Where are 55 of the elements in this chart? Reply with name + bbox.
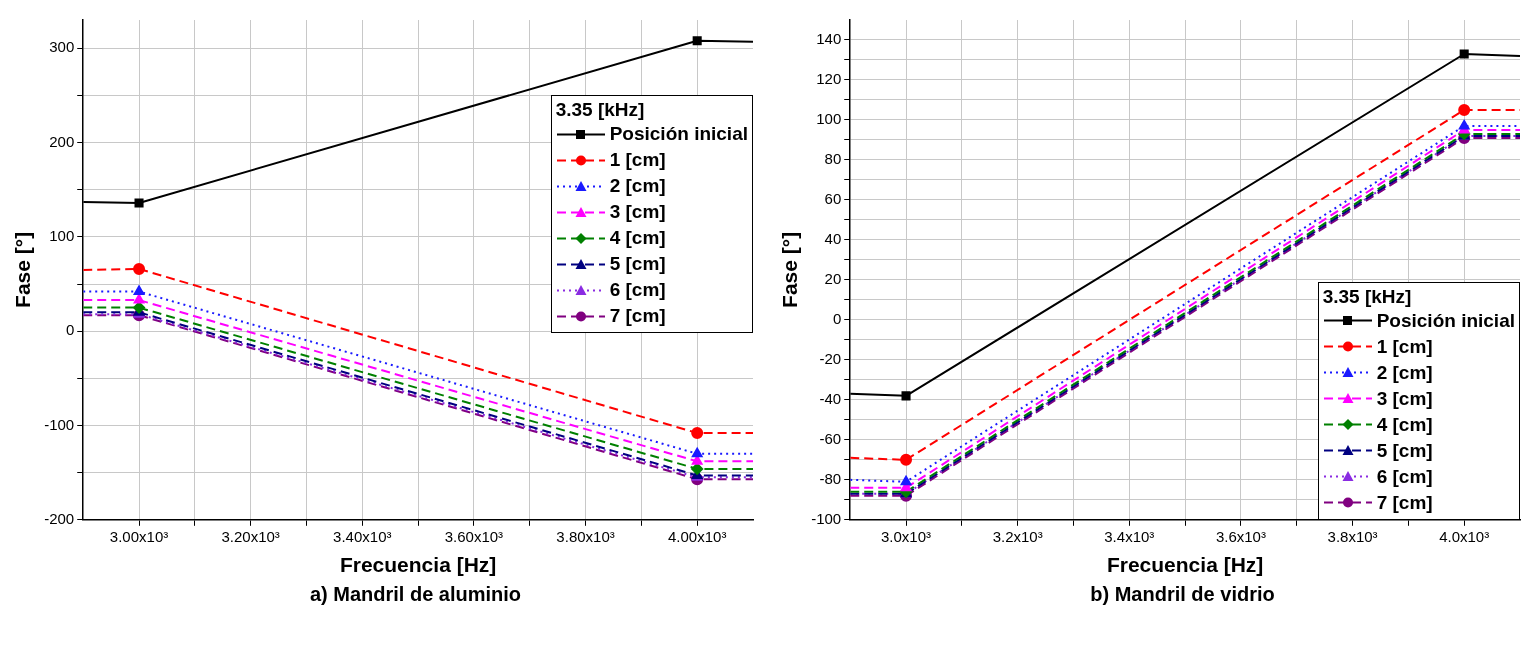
legend-label: 7 [cm] [1376, 490, 1433, 515]
y-tick-label: -60 [819, 429, 842, 447]
x-tick-label: 3.80x10³ [556, 527, 615, 545]
y-tick-label: 40 [824, 230, 842, 248]
y-tick-label: -100 [811, 509, 842, 527]
x-tick-label: 3.00x10³ [109, 527, 169, 545]
legend-label: 2 [cm] [1376, 360, 1433, 385]
y-tick-label: -20 [819, 350, 842, 367]
x-tick-label: 3.20x10³ [221, 527, 280, 545]
y-tick-label: -200 [44, 509, 75, 527]
text: a) Mandril de aluminio [308, 583, 523, 606]
x-tick-label: 3.4x10³ [1104, 527, 1155, 545]
legend-label: 7 [cm] [609, 304, 666, 328]
y-tick-label: 0 [832, 310, 842, 328]
y-tick-label: 60 [824, 190, 842, 208]
x-tick-label: 3.2x10³ [992, 527, 1043, 545]
y-tick-label: 300 [49, 38, 75, 56]
legend-label: 4 [cm] [609, 226, 666, 250]
x-axis-title: Frecuencia [Hz] [339, 553, 497, 577]
legend-label: 5 [cm] [1376, 438, 1433, 463]
y-tick-label: 0 [65, 321, 75, 339]
y-tick-label: 120 [816, 70, 842, 88]
legend-label: 6 [cm] [609, 278, 666, 302]
legend-label: 3 [cm] [609, 200, 666, 224]
y-tick-label: -80 [819, 469, 842, 487]
y-tick-label: -100 [44, 415, 75, 433]
x-tick-label: 3.60x10³ [444, 527, 504, 545]
x-tick-label: 3.0x10³ [881, 527, 932, 545]
legend-label: Posición inicial [1376, 308, 1515, 333]
x-tick-label: 3.8x10³ [1327, 527, 1378, 545]
legend-label: 2 [cm] [609, 174, 666, 198]
legend-label: 5 [cm] [609, 252, 666, 276]
x-tick-label: 4.0x10³ [1439, 527, 1490, 545]
y-tick-label: -40 [819, 389, 842, 407]
y-tick-label: 200 [49, 132, 75, 150]
y-axis-title: Fase [°] [11, 231, 35, 308]
legend-label: 1 [cm] [1376, 334, 1433, 359]
legend-title: 3.35 [kHz] [1322, 285, 1413, 308]
x-tick-label: 3.6x10³ [1215, 527, 1266, 545]
y-axis-title: Fase [°] [778, 231, 802, 308]
y-tick-label: 20 [824, 270, 842, 288]
y-tick-label: 80 [824, 150, 842, 168]
legend-title: 3.35 [kHz] [555, 99, 646, 121]
text: b) Mandril de vidrio [1089, 583, 1276, 606]
legend-label: 4 [cm] [1376, 412, 1433, 437]
y-tick-label: 100 [816, 110, 842, 128]
legend-label: 6 [cm] [1376, 464, 1433, 489]
y-tick-label: 100 [49, 227, 75, 245]
legend-label: 1 [cm] [609, 148, 666, 172]
x-tick-label: 3.40x10³ [333, 527, 392, 545]
legend-label: 3 [cm] [1376, 386, 1433, 411]
x-tick-label: 4.00x10³ [668, 527, 727, 545]
legend-label: Posición inicial [609, 122, 748, 146]
x-axis-title: Frecuencia [Hz] [1106, 553, 1264, 577]
y-tick-label: 140 [816, 30, 842, 48]
